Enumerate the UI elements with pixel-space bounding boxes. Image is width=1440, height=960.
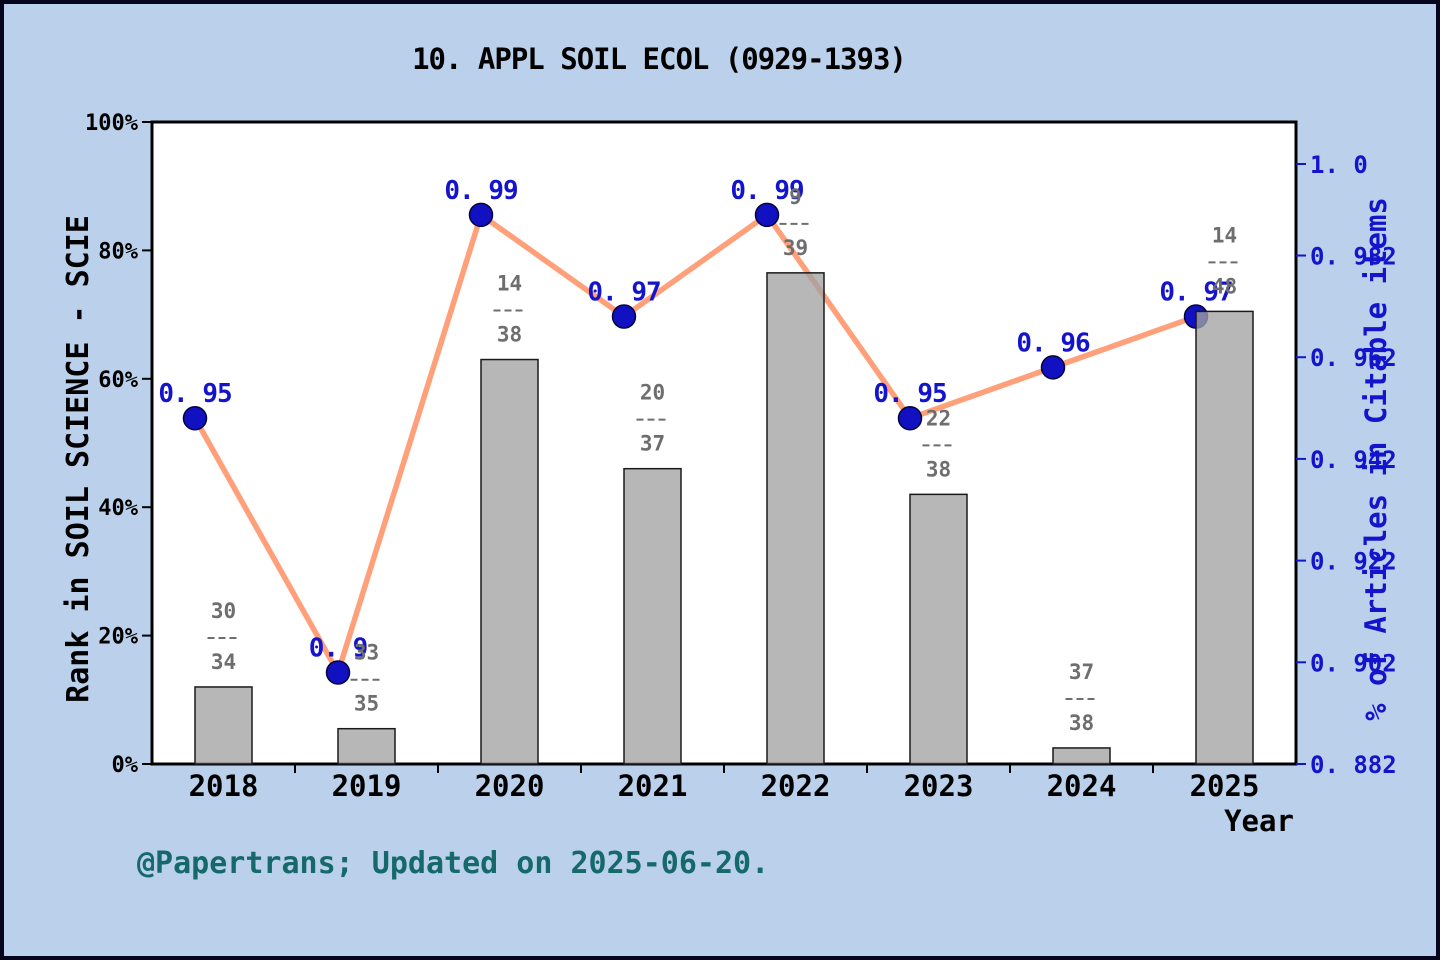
left-tick-label: 40% xyxy=(98,496,138,521)
bar-label-den-2025: 48 xyxy=(1212,274,1237,298)
x-tick-label: 2025 xyxy=(1190,769,1260,803)
bar-label-den-2023: 38 xyxy=(926,457,951,481)
chart-title: 10. APPL SOIL ECOL (0929-1393) xyxy=(412,42,907,76)
line-series xyxy=(192,210,1197,680)
bar-label-den-2024: 38 xyxy=(1069,711,1094,735)
bar-label-num-2019: 33 xyxy=(354,641,379,665)
left-tick-label: 60% xyxy=(98,368,138,393)
marker-2019 xyxy=(325,660,351,685)
x-tick-label: 2019 xyxy=(332,769,402,803)
point-label-2022: 0. 99 xyxy=(730,176,803,206)
bar-2025 xyxy=(1195,310,1254,765)
marker-2023 xyxy=(897,405,923,431)
x-tick-label: 2024 xyxy=(1047,769,1117,803)
marker-2020 xyxy=(468,202,494,228)
right-tick-label: 0. 902 xyxy=(1310,649,1397,677)
bar-2020 xyxy=(480,358,539,765)
bar-label-num-2024: 37 xyxy=(1069,660,1094,684)
bar-label-num-2025: 14 xyxy=(1212,223,1237,247)
right-tick-label: 1. 0 xyxy=(1310,151,1368,179)
bar-label-den-2020: 38 xyxy=(497,323,522,347)
bar-label-num-2020: 14 xyxy=(497,272,522,296)
point-label-2020: 0. 99 xyxy=(444,176,517,206)
bar-2021 xyxy=(623,467,682,765)
bar-label-den-2022: 39 xyxy=(783,236,808,260)
bar-label-den-2018: 34 xyxy=(211,650,236,674)
right-tick-label: 0. 942 xyxy=(1310,446,1397,474)
x-tick-label: 2020 xyxy=(475,769,545,803)
point-label-2025: 0. 97 xyxy=(1159,278,1232,308)
left-tick-label: 80% xyxy=(98,239,138,264)
point-label-2021: 0. 97 xyxy=(587,278,660,308)
bar-2022 xyxy=(766,272,825,765)
x-tick-label: 2018 xyxy=(189,769,259,803)
point-label-2023: 0. 95 xyxy=(873,379,946,409)
bar-label-num-2023: 22 xyxy=(926,406,951,430)
left-tick-label: 20% xyxy=(98,625,138,650)
bar-label-num-2022: 9 xyxy=(789,185,802,209)
plot-area xyxy=(150,120,1298,766)
point-label-2018: 0. 95 xyxy=(158,379,231,409)
x-axis-label: Year xyxy=(1224,804,1294,838)
chart-canvas: 0% 20% 40% 60% 80% 100% 1. 0 0. 982 0. 962 0. 942… xyxy=(85,111,1397,803)
bar-label-num-2018: 30 xyxy=(211,599,236,623)
point-label-2019: 0. 9 xyxy=(309,633,368,663)
marker-2021 xyxy=(611,304,637,329)
marker-2022 xyxy=(754,202,780,228)
caption: @Papertrans; Updated on 2025-06-20. xyxy=(137,846,770,881)
bar-label-den-2019: 35 xyxy=(354,692,379,716)
marker-2018 xyxy=(182,405,208,431)
right-tick-label: 0. 962 xyxy=(1310,344,1397,372)
left-tick-label: 100% xyxy=(85,111,139,136)
bar-2019 xyxy=(337,727,396,765)
bar-label-num-2021: 20 xyxy=(640,381,665,405)
right-tick-label: 0. 882 xyxy=(1310,751,1397,779)
x-tick-label: 2021 xyxy=(618,769,688,803)
bar-2024 xyxy=(1052,747,1111,765)
right-tick-label: 0. 922 xyxy=(1310,548,1397,576)
left-tick-label: 0% xyxy=(112,753,139,778)
right-tick-label: 0. 982 xyxy=(1310,243,1397,271)
marker-2024 xyxy=(1040,355,1066,380)
bar-label-den-2021: 37 xyxy=(640,432,665,456)
point-label-2024: 0. 96 xyxy=(1016,328,1090,358)
x-tick-label: 2022 xyxy=(761,769,831,803)
bar-2023 xyxy=(909,493,968,765)
x-tick-label: 2023 xyxy=(904,769,974,803)
bar-2018 xyxy=(194,686,253,765)
